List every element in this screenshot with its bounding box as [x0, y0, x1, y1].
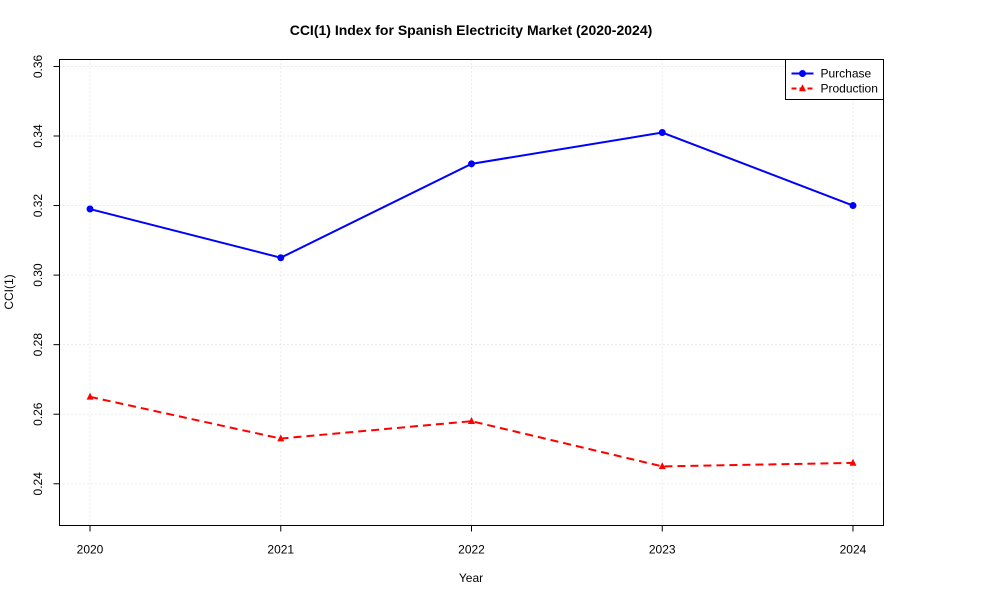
series-line-production — [89, 395, 853, 468]
data-point-purchase — [849, 202, 857, 210]
data-point-production — [468, 416, 475, 424]
grid-lines — [59, 59, 884, 526]
y-axis-label: CCI(1) — [2, 274, 16, 309]
chart-title: CCI(1) Index for Spanish Electricity Mar… — [290, 22, 653, 38]
x-axis-label: Year — [459, 571, 483, 585]
y-tick-label: 0.24 — [31, 472, 45, 496]
legend-marker-purchase — [799, 70, 806, 77]
y-tick-label: 0.34 — [31, 124, 45, 148]
y-tick-label: 0.32 — [31, 194, 45, 218]
y-tick-label: 0.30 — [31, 263, 45, 287]
series-group — [86, 129, 857, 470]
data-point-purchase — [277, 254, 285, 262]
data-point-production — [849, 458, 857, 466]
y-axis: 0.24 0.26 0.28 0.30 0.32 0.34 0.36 — [31, 54, 60, 495]
x-tick-label: 2022 — [458, 543, 485, 557]
x-axis: 2020 2021 2022 2023 2024 — [77, 525, 867, 557]
legend-label-production: Production — [821, 82, 878, 96]
series-line-purchase — [89, 131, 854, 259]
legend-marker-production — [799, 84, 806, 92]
data-point-purchase — [658, 129, 666, 137]
legend-box — [785, 59, 884, 100]
legend-label-purchase: Purchase — [821, 67, 872, 81]
data-point-purchase — [86, 205, 94, 213]
data-point-production — [658, 462, 666, 470]
y-tick-label: 0.28 — [31, 333, 45, 357]
x-tick-label: 2020 — [77, 543, 104, 557]
data-point-production — [277, 434, 285, 442]
y-tick-label: 0.36 — [31, 54, 45, 78]
data-point-purchase — [468, 160, 475, 168]
x-tick-label: 2024 — [840, 543, 867, 557]
y-tick-label: 0.26 — [31, 402, 45, 426]
x-tick-label: 2021 — [267, 543, 294, 557]
x-tick-label: 2023 — [649, 543, 676, 557]
data-point-production — [86, 392, 94, 400]
